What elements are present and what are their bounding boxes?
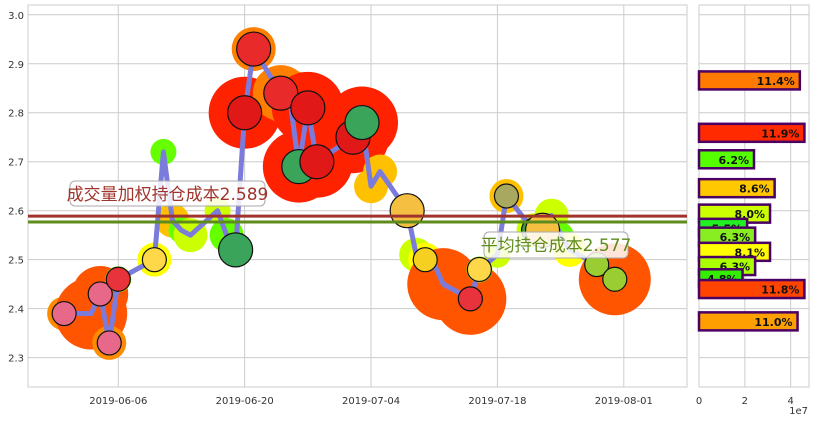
apple-icon [299, 144, 335, 180]
x-tick-label: 2019-06-20 [216, 396, 274, 407]
banana-icon [466, 256, 492, 283]
y-tick-label: 2.7 [8, 158, 24, 169]
pineapple-icon [389, 193, 425, 229]
bar-pct-label: 11.4% [757, 75, 795, 88]
watermelon-icon [344, 104, 380, 141]
corn-icon [412, 247, 438, 273]
axis-offset-label: 1e7 [789, 406, 808, 417]
y-tick-label: 2.9 [8, 60, 24, 71]
x-tick-label: 2019-07-18 [468, 396, 526, 407]
bar-pct-label: 11.8% [761, 284, 799, 297]
radish-icon [87, 281, 113, 307]
annotation-box [69, 180, 266, 207]
strawberry-icon [263, 75, 299, 111]
bar-x-tick-label: 4 [787, 396, 793, 407]
volume-bar [697, 149, 756, 170]
x-tick-label: 2019-06-06 [89, 396, 147, 407]
y-tick-label: 3.0 [8, 11, 24, 22]
banana-icon [141, 247, 167, 273]
bar-pct-label: 11.9% [761, 127, 799, 140]
bar-x-tick-label: 2 [742, 396, 748, 407]
bar-pct-label: 6.2% [718, 154, 749, 167]
kiwi-icon [602, 266, 628, 292]
cost-annotation: 成交量加权持仓成本2.589 [67, 185, 269, 205]
strawberry-icon [236, 31, 272, 67]
watermelon-icon [218, 232, 254, 268]
apple-icon [290, 90, 326, 126]
volume-bar [697, 177, 776, 199]
x-tick-label: 2019-07-04 [342, 396, 400, 407]
watermelon-slice-icon [457, 286, 483, 312]
y-tick-label: 2.5 [8, 256, 24, 267]
volume-bar [697, 70, 802, 91]
cost-annotation: 平均持仓成本2.577 [481, 236, 632, 256]
volume-bar [697, 278, 806, 300]
watermelon-slice-icon [105, 266, 131, 292]
pear-icon [493, 183, 520, 209]
y-tick-label: 2.8 [8, 109, 24, 120]
bar-pct-label: 11.0% [754, 316, 792, 329]
volume-bar [697, 311, 799, 332]
y-tick-label: 2.6 [8, 207, 24, 218]
y-tick-label: 2.4 [8, 305, 24, 316]
radish-icon [96, 330, 122, 356]
radish-icon [51, 300, 77, 327]
annotation-box [483, 231, 629, 259]
x-tick-label: 2019-08-01 [595, 396, 653, 407]
bar-x-tick-label: 0 [696, 396, 702, 407]
apple-icon [227, 95, 263, 131]
bar-pct-label: 8.6% [739, 183, 770, 196]
volume-bar [697, 122, 806, 144]
bar-pct-label: 6.3% [720, 231, 751, 244]
y-tick-label: 2.3 [8, 354, 24, 365]
